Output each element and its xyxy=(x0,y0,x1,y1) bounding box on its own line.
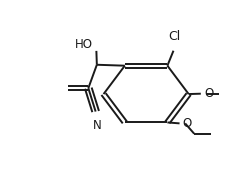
Text: HO: HO xyxy=(75,38,93,51)
Text: O: O xyxy=(204,87,213,100)
Text: O: O xyxy=(183,117,192,130)
Text: N: N xyxy=(92,119,101,132)
Text: Cl: Cl xyxy=(169,30,181,43)
